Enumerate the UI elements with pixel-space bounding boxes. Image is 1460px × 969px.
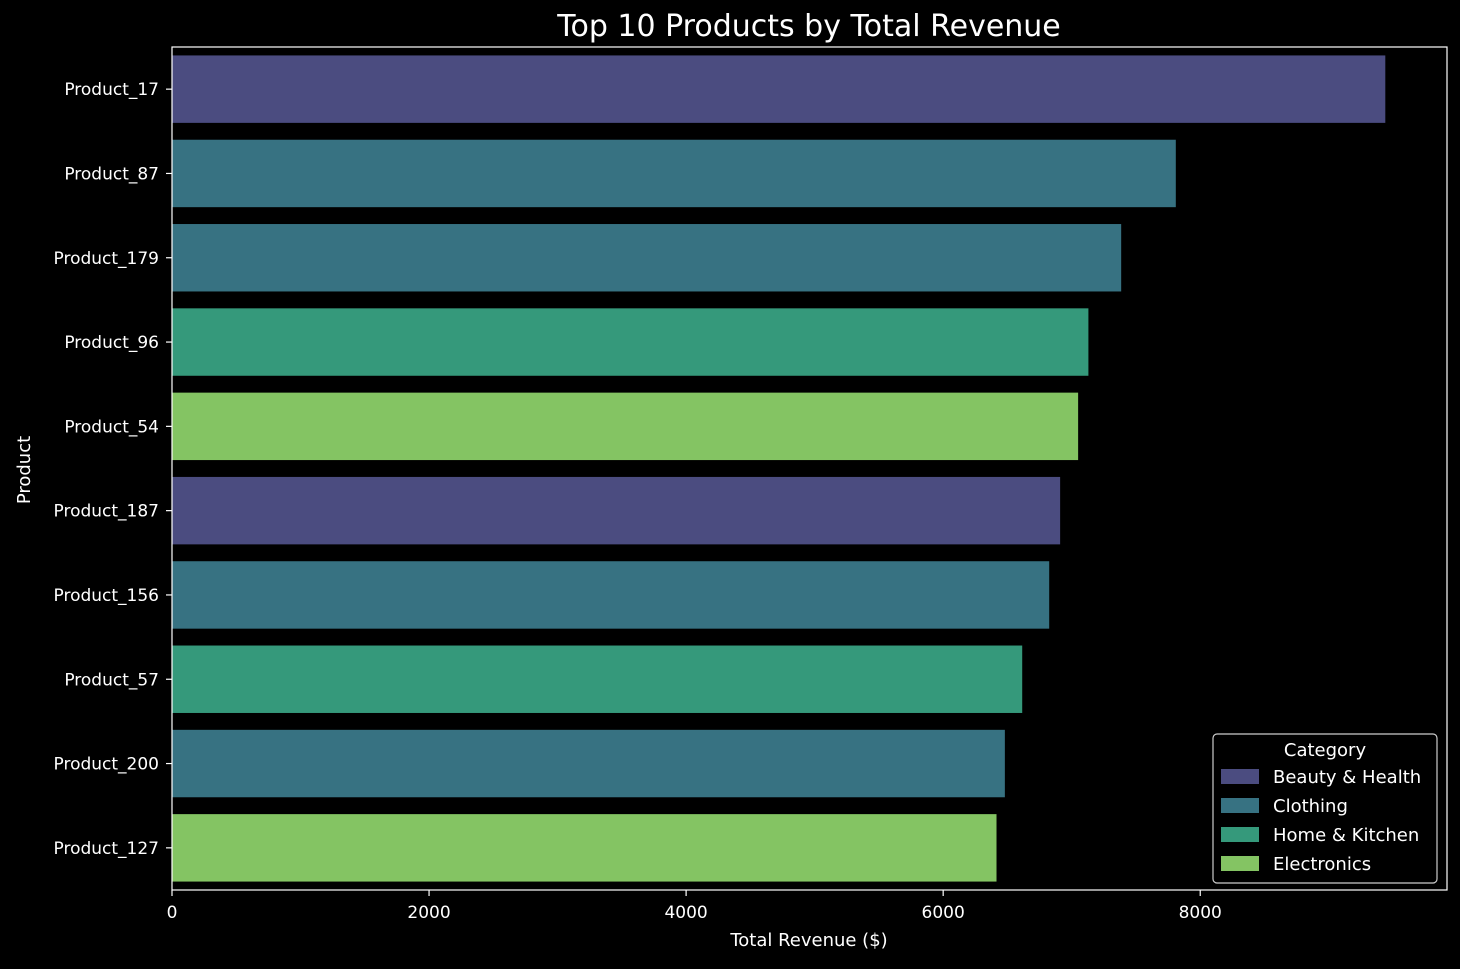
legend-entry-label: Beauty & Health — [1273, 767, 1421, 788]
y-tick-label: Product_54 — [64, 417, 159, 437]
legend-swatch — [1221, 856, 1259, 871]
plot-frame — [171, 46, 1448, 891]
legend-entry-label: Electronics — [1273, 854, 1371, 875]
x-axis-label: Total Revenue ($) — [729, 930, 887, 951]
y-tick-label: Product_87 — [64, 164, 159, 184]
legend-title: Category — [1284, 740, 1367, 761]
y-axis-label: Product — [14, 436, 35, 504]
y-tick-label: Product_57 — [64, 670, 159, 690]
bar-product-87 — [172, 139, 1176, 208]
x-tick-label: 6000 — [922, 903, 965, 923]
legend-box — [1212, 733, 1438, 884]
y-axis: Product_17 Product_87 Product_179 Product_9… — [54, 80, 172, 859]
chart-title: Top 10 Products by Total Revenue — [556, 9, 1061, 44]
legend-swatch — [1221, 827, 1259, 842]
x-tick-label: 0 — [167, 903, 178, 923]
bar-product-156 — [172, 561, 1050, 629]
bar-product-57 — [172, 645, 1023, 713]
y-tick-label: Product_200 — [54, 755, 160, 775]
x-tick-label: 2000 — [407, 903, 450, 923]
y-tick-label: Product_96 — [64, 333, 159, 353]
legend: Category Beauty & Health Clothing Home & Ki… — [1212, 733, 1438, 884]
y-tick-label: Product_156 — [54, 586, 160, 606]
bar-product-17 — [172, 55, 1386, 123]
legend-entry-label: Clothing — [1273, 796, 1348, 817]
y-tick-label: Product_179 — [54, 249, 160, 269]
bar-product-187 — [172, 476, 1061, 545]
x-tick-label: 8000 — [1179, 903, 1222, 923]
legend-swatch — [1221, 798, 1259, 813]
bar-product-54 — [172, 392, 1079, 461]
y-tick-label: Product_17 — [64, 80, 159, 100]
bar-product-96 — [172, 308, 1089, 376]
x-tick-label: 4000 — [664, 903, 707, 923]
y-tick-label: Product_127 — [54, 839, 160, 859]
bar-product-179 — [172, 224, 1122, 292]
bars-layer — [172, 55, 1386, 882]
legend-entry-label: Home & Kitchen — [1273, 825, 1419, 846]
y-tick-label: Product_187 — [54, 502, 160, 522]
bar-product-127 — [172, 814, 997, 882]
x-axis: 0 2000 4000 6000 8000 — [167, 890, 1222, 923]
legend-swatch — [1221, 769, 1259, 784]
bar-product-200 — [172, 729, 1005, 798]
